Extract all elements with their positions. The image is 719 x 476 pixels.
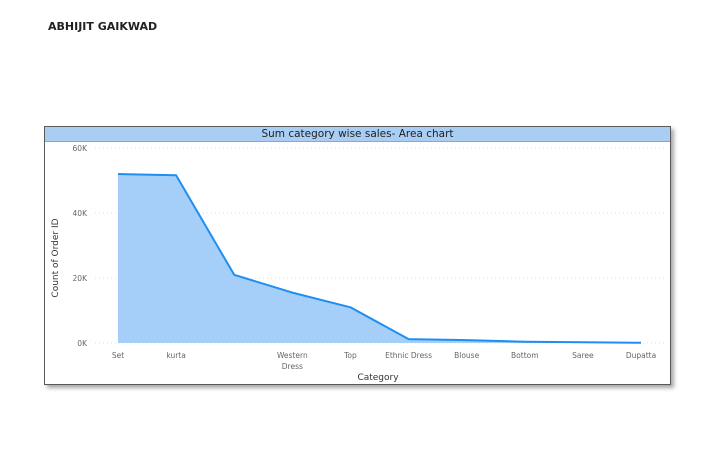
x-tick-label: Western Dress (277, 351, 308, 371)
y-tick-label: 60K (73, 144, 89, 153)
y-tick-label: 0K (77, 339, 88, 348)
x-tick-label: Saree (572, 351, 594, 360)
x-tick-label: Bottom (511, 351, 539, 360)
y-axis-ticks: 0K 20K 40K 60K (73, 144, 89, 348)
y-tick-label: 40K (73, 209, 89, 218)
x-tick-label: Dupatta (626, 351, 656, 360)
area-chart: 0K 20K 40K 60K Set kurta Western Dress Top Ethni… (51, 144, 664, 383)
x-tick-label: kurta (166, 351, 186, 360)
x-tick-label: Top (343, 351, 357, 360)
x-tick-label: Set (112, 351, 124, 360)
chart-title: Sum category wise sales- Area chart (45, 127, 670, 142)
chart-card: Sum category wise sales- Area chart 0K 20… (44, 126, 671, 385)
x-tick-label: Blouse (454, 351, 479, 360)
y-axis-label: Count of Order ID (51, 218, 61, 297)
series-line (117, 173, 642, 344)
x-tick-label: Ethnic Dress (385, 351, 432, 360)
area-fill (118, 174, 641, 343)
x-axis-label: Category (357, 373, 399, 383)
author-name: ABHIJIT GAIKWAD (48, 20, 158, 33)
y-tick-label: 20K (73, 274, 89, 283)
x-axis-ticks: Set kurta Western Dress Top Ethnic Dress Blous… (112, 351, 656, 371)
